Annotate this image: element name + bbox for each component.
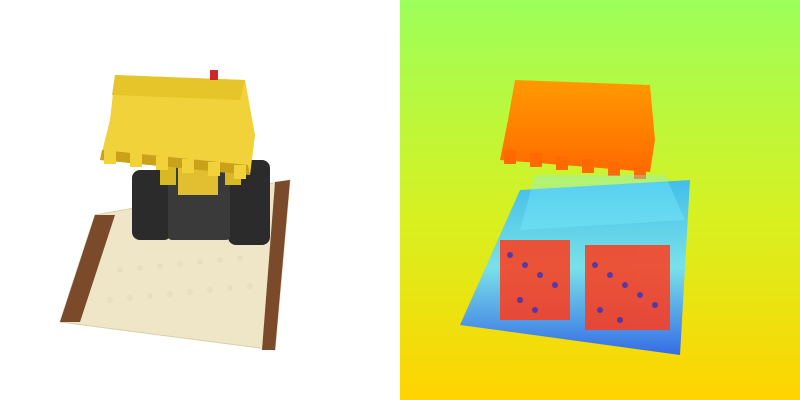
beacon xyxy=(210,70,218,80)
depth-stud-pattern xyxy=(500,240,670,330)
depth-bucket xyxy=(500,80,655,172)
depth-map-image xyxy=(400,0,800,400)
rgb-render-panel xyxy=(0,0,400,400)
rgb-render-image xyxy=(0,0,400,400)
depth-map-panel xyxy=(400,0,800,400)
